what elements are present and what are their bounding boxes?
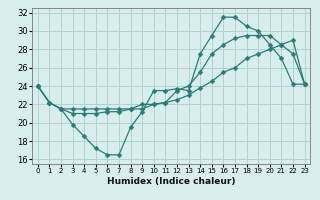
X-axis label: Humidex (Indice chaleur): Humidex (Indice chaleur) — [107, 177, 236, 186]
